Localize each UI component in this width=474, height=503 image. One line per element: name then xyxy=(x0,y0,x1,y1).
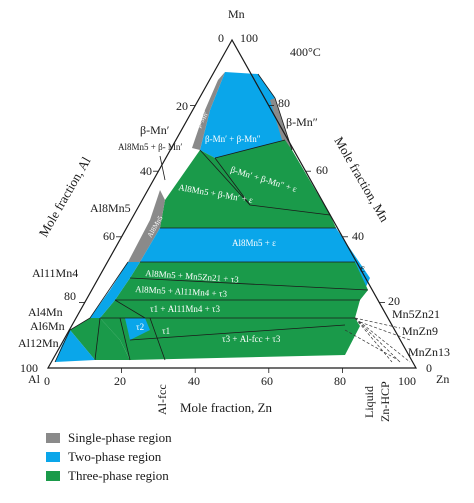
legend-item-three: Three-phase region xyxy=(46,466,172,485)
boundary-line xyxy=(149,317,166,361)
tick-right-40: 40 xyxy=(352,229,364,243)
region-label-r8: τ3 + Al-fcc + τ3 xyxy=(222,334,281,344)
tick-left-80: 80 xyxy=(64,289,76,303)
axis-title-bottom: Mole fraction, Zn xyxy=(180,400,273,415)
tick-right-60: 60 xyxy=(316,163,328,177)
tick-left-100: 100 xyxy=(20,361,38,375)
dashed-line xyxy=(354,317,401,363)
legend-swatch-two xyxy=(46,451,60,462)
label-beta-mn-prime: β-Mn′ xyxy=(140,123,170,137)
vertex-left-label: Al xyxy=(28,372,41,386)
legend-swatch-single xyxy=(46,432,60,443)
label-beta-mn-dprime: β-Mn″ xyxy=(286,115,318,129)
boundary-line xyxy=(114,299,146,319)
tick-left-60: 60 xyxy=(103,229,115,243)
tick-left-20: 20 xyxy=(176,99,188,113)
region-two-phase-left-fan xyxy=(90,262,140,318)
legend-label-three: Three-phase region xyxy=(68,467,169,483)
legend-label-single: Single-phase region xyxy=(68,429,172,445)
legend-item-two: Two-phase region xyxy=(46,447,172,466)
region-label-r7: τ1 + Al11Mn4 + τ3 xyxy=(150,304,221,314)
boundary-line xyxy=(129,324,346,341)
region-three-phase-c xyxy=(130,262,368,290)
legend: Single-phase region Two-phase region Thr… xyxy=(46,428,172,485)
legend-item-single: Single-phase region xyxy=(46,428,172,447)
phase-regions xyxy=(55,72,370,362)
region-three-phase-b xyxy=(160,150,336,228)
label-al12mn: Al12Mn xyxy=(18,336,59,350)
tick-bottom-60: 60 xyxy=(261,374,273,388)
tick-marks xyxy=(79,105,385,373)
label-epsilon: ε xyxy=(360,261,365,275)
tick-bottom-40: 40 xyxy=(188,374,200,388)
tick-left-0: 0 xyxy=(218,31,224,45)
tick-right-20: 20 xyxy=(388,294,400,308)
label-mnzn13: MnZn13 xyxy=(408,345,450,359)
tick-bottom-0: 0 xyxy=(44,374,50,388)
vertex-right-label: Zn xyxy=(436,372,449,386)
vertex-top-label: Mn xyxy=(228,7,245,21)
dashed-line xyxy=(354,317,393,363)
label-zn-hcp: Zn-HCP xyxy=(378,381,392,422)
label-pointer-arrow xyxy=(159,155,166,181)
region-three-phase-left-fan xyxy=(70,318,130,360)
tick-right-80: 80 xyxy=(278,96,290,110)
label-al8mn5-beta: Al8Mn5 + β- Mn′ xyxy=(118,142,182,152)
region-label-tau2: τ2 xyxy=(136,322,144,332)
label-mnzn9: MnZn9 xyxy=(402,324,438,338)
boundary-line xyxy=(94,317,101,361)
boundary-line xyxy=(214,157,251,206)
legend-label-two: Two-phase region xyxy=(68,448,162,464)
dashed-line xyxy=(359,321,411,341)
axis-title-right: Mole fraction, Mn xyxy=(331,134,392,225)
tick-bottom-100: 100 xyxy=(398,374,416,388)
dashed-line xyxy=(344,329,399,361)
label-mn5zn21: Mn5Zn21 xyxy=(392,307,440,321)
dashed-boundaries xyxy=(344,317,411,363)
region-two-phase-bottom-left xyxy=(55,330,95,362)
tick-bottom-80: 80 xyxy=(334,374,346,388)
tick-bottom-20: 20 xyxy=(114,374,126,388)
boundary-line xyxy=(214,139,286,159)
region-label-tau1: τ1 xyxy=(162,326,170,336)
dashed-line xyxy=(354,317,411,363)
label-al11mn4: Al11Mn4 xyxy=(32,266,78,280)
temperature-label: 400°C xyxy=(290,45,321,59)
region-label-r6: Al8Mn5 + Al11Mn4 + τ3 xyxy=(135,284,228,299)
label-al4mn: Al4Mn xyxy=(28,305,63,319)
region-two-phase-al8mn5-eps xyxy=(140,228,355,262)
label-al6mn: Al6Mn xyxy=(30,319,65,333)
region-single-beta-mn-prime xyxy=(192,72,225,150)
region-three-phase-d xyxy=(115,278,368,300)
dashed-line xyxy=(354,317,401,329)
phase-boundaries xyxy=(54,73,369,363)
region-label-r1: β-Mn′ + β-Mn″ xyxy=(205,134,261,144)
tick-right-0: 0 xyxy=(426,361,432,375)
label-al8mn5: Al8Mn5 xyxy=(90,201,131,215)
ternary-triangle xyxy=(46,38,418,369)
legend-swatch-three xyxy=(46,470,60,481)
region-two-phase-top xyxy=(200,72,285,158)
region-three-phase-e xyxy=(100,300,360,318)
label-al-fcc: Al-fcc xyxy=(155,384,169,415)
axis-title-left: Mole fraction, Al xyxy=(36,154,94,240)
boundary-line xyxy=(257,73,276,99)
region-two-phase-tau xyxy=(125,318,150,340)
boundary-line xyxy=(129,277,369,291)
boundary-line xyxy=(54,261,129,363)
label-liquid: Liquid xyxy=(362,386,376,418)
tick-left-40: 40 xyxy=(140,164,152,178)
region-label-r4: Al8Mn5 + ε xyxy=(232,238,276,248)
region-single-al8mn5 xyxy=(128,190,165,262)
boundary-line xyxy=(119,317,131,361)
tick-right-100: 100 xyxy=(240,31,258,45)
